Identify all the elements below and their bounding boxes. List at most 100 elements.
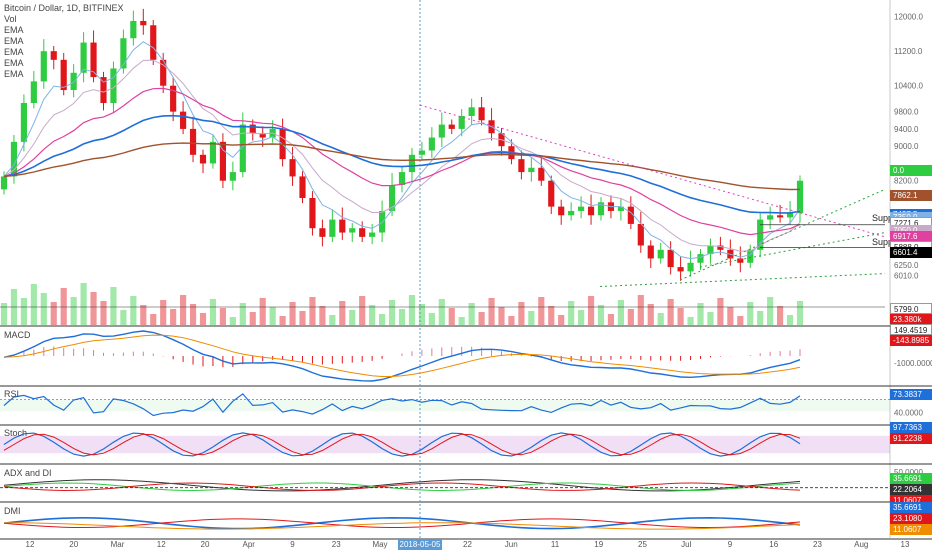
volume-bar — [707, 312, 714, 325]
volume-bar — [428, 313, 435, 325]
candle — [239, 124, 246, 173]
volume-bar — [249, 312, 256, 325]
x-axis-label: Mar — [111, 540, 125, 549]
legend-ema-1[interactable]: EMA — [4, 25, 24, 35]
candle — [319, 228, 326, 237]
volume-bar — [50, 302, 57, 325]
stoch-title[interactable]: Stoch — [4, 428, 28, 438]
candle — [130, 20, 137, 39]
x-axis-label: May — [372, 540, 387, 549]
x-axis-label: 11 — [551, 540, 560, 549]
volume-bar — [677, 308, 684, 325]
symbol-title[interactable]: Bitcoin / Dollar, 1D, BITFINEX — [4, 3, 124, 13]
legend-vol[interactable]: Vol — [4, 14, 17, 24]
candle — [199, 154, 207, 164]
volume-bar — [388, 300, 396, 325]
macd-title[interactable]: MACD — [4, 330, 31, 340]
volume-bar — [80, 283, 87, 325]
rsi-line — [3, 393, 801, 417]
price-tick-label: 9000.0 — [894, 142, 919, 151]
volume-bar — [209, 299, 217, 325]
ema-line-50 — [3, 114, 801, 214]
candle — [379, 210, 386, 233]
volume-bar — [239, 303, 246, 325]
volume-bar — [398, 309, 406, 325]
volume-bar — [189, 304, 197, 325]
candle — [60, 59, 67, 91]
candle — [140, 20, 147, 26]
volume-bar — [40, 293, 47, 325]
rsi-band — [0, 399, 890, 412]
volume-bar — [130, 296, 137, 325]
dmi-title[interactable]: DMI — [4, 506, 21, 516]
legend-ema-2[interactable]: EMA — [4, 36, 24, 46]
x-axis-label: 16 — [769, 540, 778, 549]
candle — [80, 42, 87, 73]
candle — [796, 180, 804, 214]
candle — [229, 172, 236, 181]
volume-bar — [468, 303, 475, 325]
candle — [538, 167, 545, 181]
candle — [667, 249, 674, 268]
candle — [40, 51, 47, 82]
volume-bar — [259, 298, 266, 325]
candle — [478, 107, 485, 121]
adx-line — [3, 479, 801, 492]
support-label-1[interactable]: Support — [872, 213, 904, 223]
volume-bar — [518, 302, 525, 325]
volume-bar — [458, 317, 465, 325]
trendline-support-2 — [699, 232, 886, 268]
volume-bar — [120, 310, 127, 325]
x-axis-label: Jun — [505, 540, 518, 549]
candle — [627, 206, 634, 224]
candle — [329, 219, 336, 237]
candle — [597, 202, 605, 216]
volume-bar — [578, 310, 585, 325]
volume-bar — [687, 317, 694, 325]
volume-bar — [538, 297, 545, 325]
volume-bar — [747, 302, 754, 325]
candle — [687, 262, 694, 272]
adx-tag: 22.2064 — [890, 484, 932, 495]
volume-bar — [786, 315, 794, 325]
x-axis-label: 23 — [813, 540, 822, 549]
rsi-title[interactable]: RSI — [4, 389, 20, 399]
volume-bar — [269, 307, 276, 325]
volume-bar — [170, 309, 177, 325]
volume-bar — [180, 295, 187, 325]
candle — [100, 77, 107, 103]
x-axis-label: 9 — [290, 540, 295, 549]
macd-axis-label: -1000.0000 — [894, 359, 932, 368]
candle — [219, 141, 226, 181]
volume-bar — [697, 303, 704, 325]
candle — [349, 228, 356, 233]
legend-ema-4[interactable]: EMA — [4, 58, 24, 68]
support-label-2[interactable]: Support — [872, 237, 904, 247]
adx-title[interactable]: ADX and DI — [4, 468, 52, 478]
di-minus-line — [3, 482, 801, 492]
price-tag: 7862.1 — [890, 190, 932, 201]
candle — [428, 137, 435, 151]
volume-bar — [150, 314, 157, 325]
stoch-d-line — [3, 433, 801, 456]
price-tag: 6917.6 — [890, 231, 932, 242]
volume-bar — [279, 316, 286, 325]
volume-bar — [329, 315, 336, 325]
legend-ema-3[interactable]: EMA — [4, 47, 24, 57]
candle — [339, 219, 346, 233]
x-axis-label: Apr — [243, 540, 256, 549]
volume-bar — [30, 284, 37, 325]
volume-bar — [548, 306, 555, 325]
stoch-tag: 91.2238 — [890, 433, 932, 444]
volume-bar — [0, 303, 8, 325]
price-tag: 0.0 — [890, 165, 932, 176]
volume-bar — [309, 297, 316, 325]
candle — [438, 124, 445, 138]
legend-ema-5[interactable]: EMA — [4, 69, 24, 79]
trendline-support-1 — [679, 188, 886, 281]
candle — [110, 68, 117, 103]
price-tick-label: 6010.0 — [894, 271, 919, 280]
volume-bar — [408, 295, 416, 325]
volume-bar — [379, 314, 386, 325]
